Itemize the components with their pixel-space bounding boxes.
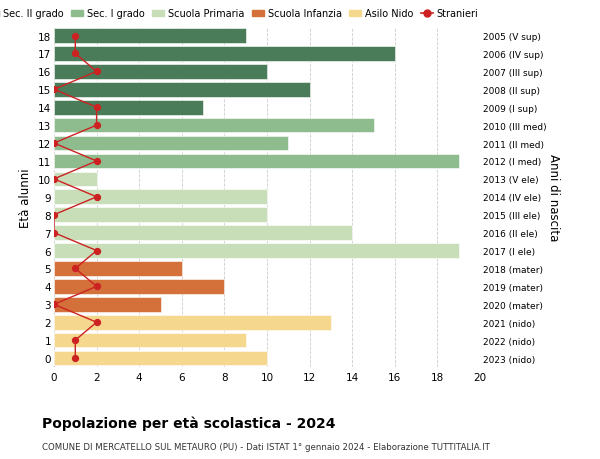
Bar: [54, 297, 161, 312]
Bar: [54, 351, 267, 365]
Y-axis label: Età alunni: Età alunni: [19, 168, 32, 227]
Text: Popolazione per età scolastica - 2024: Popolazione per età scolastica - 2024: [42, 415, 335, 430]
Bar: [54, 47, 395, 62]
Bar: [54, 154, 459, 169]
Point: [92, 122, 101, 129]
Bar: [54, 29, 246, 44]
Text: COMUNE DI MERCATELLO SUL METAURO (PU) - Dati ISTAT 1° gennaio 2024 - Elaborazion: COMUNE DI MERCATELLO SUL METAURO (PU) - …: [42, 442, 490, 451]
Bar: [54, 172, 97, 187]
Point: [49, 140, 59, 147]
Point: [71, 337, 80, 344]
Bar: [54, 244, 459, 258]
Bar: [54, 136, 289, 151]
Bar: [54, 118, 373, 133]
Point: [49, 212, 59, 219]
Bar: [54, 262, 182, 276]
Point: [92, 283, 101, 291]
Point: [92, 68, 101, 76]
Point: [92, 194, 101, 201]
Bar: [54, 226, 352, 241]
Point: [49, 301, 59, 308]
Point: [49, 86, 59, 94]
Point: [92, 158, 101, 165]
Bar: [54, 83, 310, 97]
Bar: [54, 101, 203, 115]
Legend: Sec. II grado, Sec. I grado, Scuola Primaria, Scuola Infanzia, Asilo Nido, Stran: Sec. II grado, Sec. I grado, Scuola Prim…: [0, 9, 478, 19]
Point: [71, 265, 80, 273]
Point: [49, 230, 59, 237]
Bar: [54, 190, 267, 205]
Bar: [54, 315, 331, 330]
Bar: [54, 208, 267, 223]
Point: [71, 355, 80, 362]
Point: [71, 50, 80, 58]
Point: [92, 104, 101, 112]
Bar: [54, 65, 267, 79]
Bar: [54, 333, 246, 348]
Point: [92, 319, 101, 326]
Point: [49, 176, 59, 183]
Point: [92, 247, 101, 255]
Y-axis label: Anni di nascita: Anni di nascita: [547, 154, 560, 241]
Bar: [54, 280, 224, 294]
Point: [71, 33, 80, 40]
